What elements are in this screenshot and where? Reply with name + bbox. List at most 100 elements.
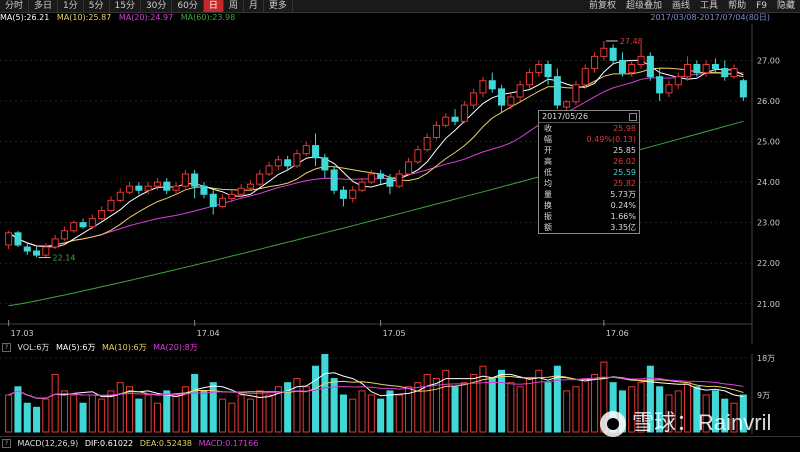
- tooltip-key: 额: [544, 223, 552, 232]
- tab-period-month[interactable]: 月: [244, 0, 264, 12]
- candle: [498, 88, 506, 106]
- candle: [23, 246, 31, 252]
- tab-period-day[interactable]: 日: [203, 0, 224, 12]
- candle: [293, 153, 301, 167]
- volume-axis-label: 9万: [757, 391, 770, 400]
- tools-button[interactable]: 工具: [700, 1, 719, 11]
- help-icon[interactable]: ?: [2, 439, 11, 448]
- tooltip-row: 收 25.98: [539, 123, 639, 134]
- vol-ma10-label: MA(10):6万: [102, 343, 147, 352]
- candle: [302, 145, 310, 155]
- tooltip-key: 量: [544, 190, 552, 199]
- candle: [126, 185, 134, 193]
- tab-period-60min[interactable]: 60分: [172, 0, 204, 12]
- candle: [553, 76, 561, 106]
- volume-bar: [656, 386, 664, 433]
- help-icon[interactable]: ?: [2, 343, 11, 352]
- draw-line-button[interactable]: 画线: [672, 1, 691, 11]
- tab-period-30min[interactable]: 30分: [141, 0, 173, 12]
- candle: [237, 187, 245, 195]
- volume-bar: [460, 382, 468, 433]
- volume-bar: [246, 398, 254, 433]
- candle: [14, 232, 22, 246]
- candle: [516, 84, 524, 98]
- candle: [721, 68, 729, 78]
- candle: [544, 64, 552, 78]
- volume-chart[interactable]: 18万 9万: [0, 354, 800, 434]
- volume-bar: [637, 382, 645, 433]
- candle: [628, 64, 636, 74]
- candle: [684, 64, 692, 78]
- volume-bar: [358, 390, 366, 433]
- candle: [321, 157, 329, 171]
- volume-bar: [693, 386, 701, 433]
- volume-bar: [42, 398, 50, 433]
- volume-ma20-line: [8, 376, 744, 399]
- candle: [98, 210, 106, 220]
- date-axis-label: 17.04: [197, 329, 220, 338]
- candle: [674, 76, 682, 86]
- candle: [274, 159, 282, 167]
- volume-bar: [293, 378, 301, 433]
- volume-bar: [423, 373, 431, 433]
- volume-bar: [451, 386, 459, 433]
- candle: [219, 197, 227, 207]
- ma5-label: MA(5):26.21: [0, 13, 50, 22]
- candle: [60, 230, 68, 240]
- volume-bar: [479, 365, 487, 433]
- volume-bar: [665, 394, 673, 433]
- volume-bar: [200, 390, 208, 433]
- volume-bar: [126, 386, 134, 433]
- tooltip-value: 5.73万: [610, 190, 636, 199]
- volume-bar: [349, 398, 357, 433]
- volume-bar: [321, 354, 329, 433]
- tab-period-more[interactable]: 更多: [264, 0, 293, 12]
- candle: [618, 59, 626, 74]
- tab-period-15min[interactable]: 15分: [110, 0, 141, 12]
- tab-period-multiday[interactable]: 多日: [29, 0, 59, 12]
- tooltip-key: 开: [544, 146, 552, 155]
- candlestick-chart[interactable]: 27.00 26.00 25.00 24.00 23.00 22.00 21.00 17.03…: [0, 24, 800, 344]
- ma60-label: MA(60):23.98: [180, 13, 236, 22]
- candle: [51, 238, 59, 248]
- volume-bar: [23, 402, 31, 433]
- candle: [330, 169, 338, 191]
- tooltip-close-icon[interactable]: [629, 113, 637, 121]
- price-axis-label: 21.00: [757, 300, 780, 309]
- volume-bar: [544, 382, 552, 433]
- candle: [405, 161, 413, 175]
- tooltip-value: 25.98: [613, 124, 636, 133]
- volume-bar: [507, 382, 515, 433]
- volume-bar: [442, 369, 450, 433]
- tab-period-intraday[interactable]: 分时: [0, 0, 30, 12]
- tab-period-1min[interactable]: 1分: [58, 0, 84, 12]
- tooltip-row: 换 0.24%: [539, 200, 639, 211]
- hide-button[interactable]: 隐藏: [776, 1, 795, 11]
- volume-bar: [181, 386, 189, 433]
- candle: [256, 173, 264, 185]
- candle: [609, 47, 617, 61]
- super-overlay-button[interactable]: 超级叠加: [626, 1, 663, 11]
- candle: [79, 222, 87, 228]
- volume-bar: [209, 382, 217, 433]
- volume-bar: [5, 394, 13, 433]
- volume-bar: [628, 386, 636, 433]
- price-axis-label: 24.00: [757, 178, 780, 187]
- tab-period-week[interactable]: 周: [224, 0, 244, 12]
- low-annotation: 22.14: [53, 254, 76, 263]
- candle: [479, 80, 487, 94]
- candle: [33, 250, 41, 256]
- candle: [665, 84, 673, 94]
- volume-bar: [312, 365, 320, 433]
- volume-bar: [432, 378, 440, 433]
- price-axis-label: 25.00: [757, 138, 780, 147]
- price-axis-label: 23.00: [757, 219, 780, 228]
- help-button[interactable]: 帮助: [728, 1, 747, 11]
- tooltip-key: 均: [544, 179, 552, 188]
- candle: [209, 193, 217, 207]
- tab-period-5min[interactable]: 5分: [84, 0, 110, 12]
- volume-bar: [70, 394, 78, 433]
- ma20-line: [8, 72, 744, 247]
- forward-adjust-button[interactable]: 前复权: [589, 1, 617, 11]
- f9-button[interactable]: F9: [756, 1, 767, 11]
